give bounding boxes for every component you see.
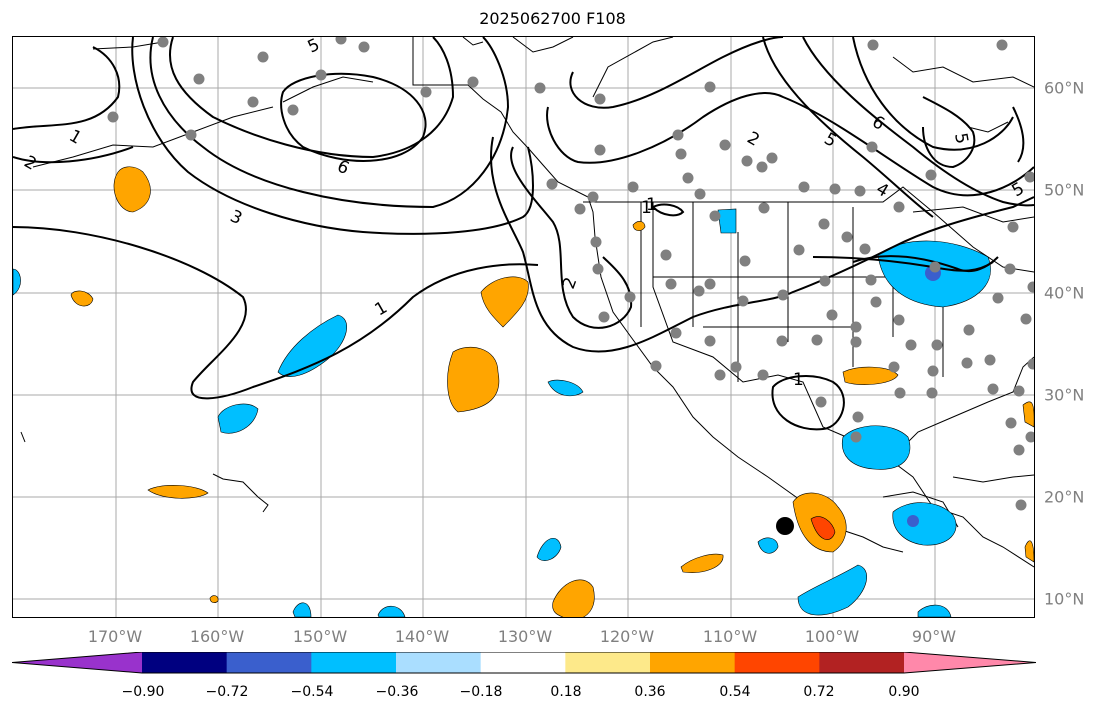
- contour-label: 5: [305, 37, 323, 58]
- colorbar-tick-label: −0.90: [121, 684, 165, 700]
- anomaly-fills: [13, 166, 1034, 617]
- lat-label: 20°N: [1044, 487, 1085, 507]
- map-title: 2025062700 F108: [479, 9, 626, 28]
- lat-label: 40°N: [1044, 283, 1085, 303]
- colorbar-tick-label: −0.36: [375, 684, 419, 700]
- colorbar-tick-label: −0.54: [290, 684, 334, 700]
- contour-label: 5: [821, 129, 840, 152]
- colorbar: [12, 652, 1036, 674]
- contour-label: 1: [66, 126, 85, 149]
- lon-label: 90°W: [911, 627, 957, 646]
- storm-marker-icon: [776, 517, 794, 535]
- colorbar-segment: [819, 652, 905, 673]
- map-canvas: 5 1 2 6 3 1 2 1 5 1 2 5 6 4 5 1: [13, 37, 1034, 617]
- graticule: [13, 37, 1034, 617]
- lon-label: 140°W: [394, 627, 450, 646]
- colorbar-tick-label: −0.18: [459, 684, 503, 700]
- lon-label: 130°W: [497, 627, 553, 646]
- colorbar-segment: [311, 652, 397, 673]
- colorbar-segment: [226, 652, 312, 673]
- colorbar-tick-label: 0.90: [888, 684, 920, 700]
- colorbar-tick-label: 0.36: [634, 684, 666, 700]
- contour-label: 1: [641, 198, 652, 218]
- lat-label: 60°N: [1044, 78, 1085, 98]
- colorbar-segment: [480, 652, 566, 673]
- lon-label: 170°W: [87, 627, 143, 646]
- lat-label: 50°N: [1044, 180, 1085, 200]
- lon-label: 110°W: [702, 627, 758, 646]
- contour-labels: 5 1 2 6 3 1 2 1 5 1 2 5 6 4 5 1: [21, 37, 1028, 390]
- colorbar-segment: [142, 652, 228, 673]
- contour-label: 2: [21, 152, 40, 175]
- lon-label: 150°W: [292, 627, 348, 646]
- colorbar-tick-label: −0.72: [205, 684, 249, 700]
- contour-label: 5: [950, 131, 972, 145]
- lon-label: 120°W: [599, 627, 655, 646]
- contour-label: 1: [646, 195, 657, 215]
- colorbar-extend-high: [904, 652, 1036, 673]
- lon-label: 160°W: [189, 627, 245, 646]
- contour-label: 6: [334, 156, 352, 179]
- colorbar-extend-low: [12, 652, 142, 673]
- colorbar-segment: [734, 652, 820, 673]
- colorbar-segment: [565, 652, 651, 673]
- contour-label: 3: [227, 206, 245, 229]
- lat-label: 30°N: [1044, 385, 1085, 405]
- lon-label: 100°W: [804, 627, 860, 646]
- colorbar-segment: [650, 652, 736, 673]
- colorbar-segment: [396, 652, 482, 673]
- contour-label: 1: [372, 298, 391, 321]
- station-dots: [107, 37, 1034, 511]
- map-panel: 5 1 2 6 3 1 2 1 5 1 2 5 6 4 5 1: [12, 36, 1035, 618]
- colorbar-tick-label: 0.18: [550, 684, 582, 700]
- colorbar-tick-label: 0.54: [719, 684, 751, 700]
- coastlines: [20, 37, 1034, 568]
- contour-label: 2: [744, 128, 763, 151]
- contour-label: 1: [793, 370, 804, 390]
- lat-label: 10°N: [1044, 589, 1085, 609]
- contour-lines: [13, 37, 1034, 431]
- colorbar-tick-label: 0.72: [803, 684, 835, 700]
